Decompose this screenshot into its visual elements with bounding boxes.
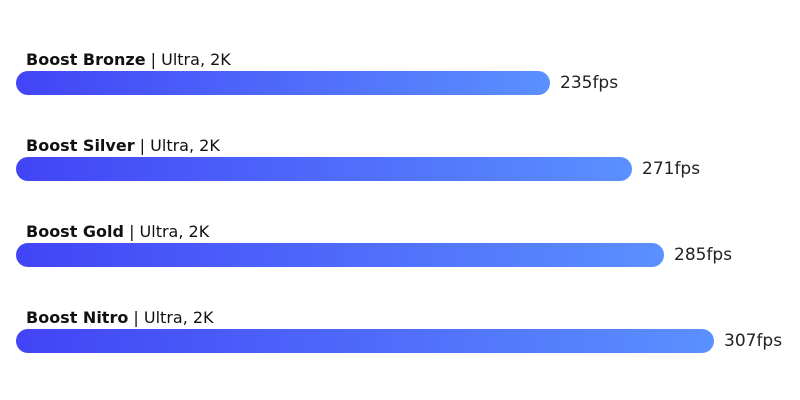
bar: [16, 329, 714, 353]
bar-category-name: Boost Silver: [26, 136, 135, 155]
label-separator: |: [145, 50, 162, 69]
bar-category-name: Boost Gold: [26, 222, 124, 241]
bar-value-label: 271fps: [642, 159, 701, 179]
bar-row: Boost Gold | Ultra, 2K 285fps: [16, 222, 800, 278]
bar-setting-label: Ultra, 2K: [143, 308, 214, 327]
label-separator: |: [123, 222, 140, 241]
bar: [16, 157, 632, 181]
bar-row: Boost Silver | Ultra, 2K 271fps: [16, 136, 800, 192]
bar-value-label: 235fps: [560, 73, 619, 93]
bar-row: Boost Bronze | Ultra, 2K 235fps: [16, 50, 800, 106]
bar-category-label: Boost Gold | Ultra, 2K: [26, 222, 209, 242]
bar: [16, 71, 550, 95]
bar-setting-label: Ultra, 2K: [161, 50, 231, 69]
bar-setting-label: Ultra, 2K: [139, 222, 210, 241]
label-separator: |: [134, 136, 151, 155]
bar-category-label: Boost Nitro | Ultra, 2K: [26, 308, 214, 328]
bar-row: Boost Nitro | Ultra, 2K 307fps: [16, 308, 800, 364]
bar-category-label: Boost Bronze | Ultra, 2K: [26, 50, 231, 70]
bar-setting-label: Ultra, 2K: [150, 136, 220, 155]
bar-category-name: Boost Nitro: [26, 308, 129, 327]
label-separator: |: [128, 308, 144, 327]
bar-value-label: 307fps: [724, 331, 783, 351]
bar-value-label: 285fps: [674, 245, 733, 265]
bar-category-label: Boost Silver | Ultra, 2K: [26, 136, 220, 156]
bar-category-name: Boost Bronze: [26, 50, 146, 69]
bar: [16, 243, 664, 267]
